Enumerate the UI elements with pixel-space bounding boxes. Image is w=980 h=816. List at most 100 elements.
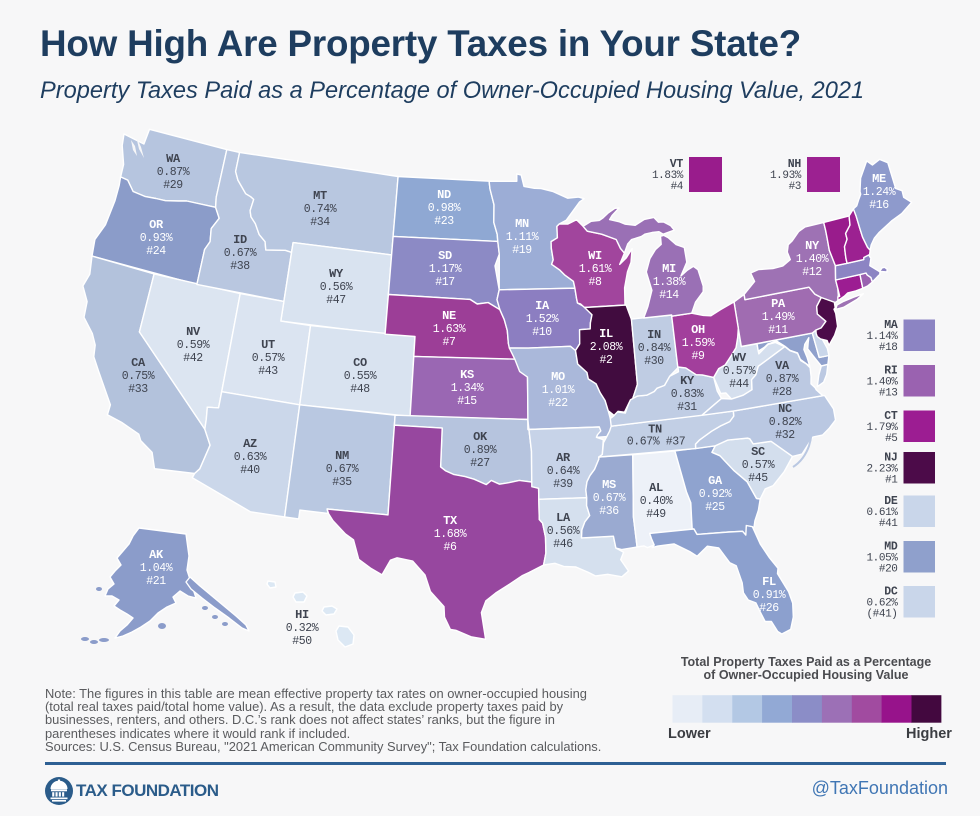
svg-text:0.91%: 0.91% xyxy=(753,589,786,602)
svg-text:#20: #20 xyxy=(879,563,898,575)
svg-text:WI: WI xyxy=(588,249,602,263)
svg-text:UT: UT xyxy=(261,338,275,352)
svg-text:1.59%: 1.59% xyxy=(682,337,715,350)
svg-text:2.23%: 2.23% xyxy=(866,463,898,475)
svg-text:1.83%: 1.83% xyxy=(652,170,684,182)
svg-text:NY: NY xyxy=(805,239,820,253)
svg-text:KS: KS xyxy=(460,368,474,382)
svg-text:1.61%: 1.61% xyxy=(579,263,612,276)
svg-text:1.34%: 1.34% xyxy=(451,382,484,395)
svg-text:#44: #44 xyxy=(729,378,749,391)
svg-text:#14: #14 xyxy=(659,289,679,302)
svg-text:0.57%: 0.57% xyxy=(742,459,775,472)
svg-text:#8: #8 xyxy=(588,276,602,289)
svg-text:#43: #43 xyxy=(258,365,278,378)
svg-text:0.74%: 0.74% xyxy=(304,203,337,216)
svg-text:1.38%: 1.38% xyxy=(653,276,686,289)
svg-text:#30: #30 xyxy=(644,355,664,368)
svg-text:#45: #45 xyxy=(748,472,768,485)
svg-text:#22: #22 xyxy=(548,397,568,410)
svg-text:TN: TN xyxy=(648,423,662,437)
svg-text:#33: #33 xyxy=(128,383,148,396)
svg-text:NH: NH xyxy=(788,158,802,171)
svg-text:#34: #34 xyxy=(310,216,330,229)
svg-text:#39: #39 xyxy=(553,478,573,491)
svg-text:NV: NV xyxy=(186,325,201,339)
svg-text:IA: IA xyxy=(535,299,550,313)
svg-text:0.63%: 0.63% xyxy=(234,451,267,464)
svg-text:#7: #7 xyxy=(442,336,455,349)
svg-text:IL: IL xyxy=(599,327,613,341)
svg-text:0.64%: 0.64% xyxy=(547,465,580,478)
svg-text:0.82%: 0.82% xyxy=(769,416,802,429)
svg-text:1.93%: 1.93% xyxy=(770,170,802,182)
svg-text:0.67%: 0.67% xyxy=(593,492,626,505)
svg-text:#18: #18 xyxy=(879,342,898,354)
svg-text:1.17%: 1.17% xyxy=(429,263,462,276)
svg-text:0.89%: 0.89% xyxy=(464,444,497,457)
svg-text:#48: #48 xyxy=(350,383,370,396)
svg-text:DC: DC xyxy=(884,585,898,598)
svg-text:#4: #4 xyxy=(671,181,684,193)
svg-text:#41: #41 xyxy=(879,518,898,530)
svg-text:MS: MS xyxy=(602,478,616,492)
svg-text:#9: #9 xyxy=(691,350,705,363)
svg-text:0.98%: 0.98% xyxy=(428,202,461,215)
svg-text:#31: #31 xyxy=(677,401,697,414)
svg-text:#46: #46 xyxy=(553,538,573,551)
svg-text:1.40%: 1.40% xyxy=(866,376,898,388)
svg-text:1.52%: 1.52% xyxy=(526,313,559,326)
svg-text:1.04%: 1.04% xyxy=(140,562,173,575)
svg-text:OK: OK xyxy=(473,430,488,444)
svg-text:0.87%: 0.87% xyxy=(157,166,190,179)
svg-text:0.57%: 0.57% xyxy=(723,365,756,378)
svg-text:0.75%: 0.75% xyxy=(122,370,155,383)
svg-text:NJ: NJ xyxy=(884,451,897,464)
svg-text:#50: #50 xyxy=(292,635,312,648)
svg-text:#15: #15 xyxy=(457,395,477,408)
svg-text:SC: SC xyxy=(751,445,765,459)
svg-text:ME: ME xyxy=(872,172,886,186)
svg-text:#13: #13 xyxy=(879,387,898,399)
svg-text:MT: MT xyxy=(313,189,327,203)
svg-text:#12: #12 xyxy=(802,266,822,279)
svg-text:1.79%: 1.79% xyxy=(866,422,898,434)
svg-text:#32: #32 xyxy=(775,429,795,442)
svg-text:#23: #23 xyxy=(434,215,454,228)
svg-text:0.84%: 0.84% xyxy=(638,342,671,355)
svg-text:NM: NM xyxy=(335,449,349,463)
svg-text:1.01%: 1.01% xyxy=(542,384,575,397)
svg-text:RI: RI xyxy=(884,364,898,377)
svg-text:SD: SD xyxy=(438,249,452,263)
svg-text:#47: #47 xyxy=(326,294,346,307)
svg-text:CA: CA xyxy=(131,356,146,370)
svg-text:0.67%: 0.67% xyxy=(224,247,257,260)
svg-text:FL: FL xyxy=(762,575,776,589)
svg-text:#27: #27 xyxy=(470,457,490,470)
svg-text:#38: #38 xyxy=(230,260,250,273)
svg-text:1.14%: 1.14% xyxy=(866,331,898,343)
svg-text:CO: CO xyxy=(353,356,367,370)
svg-text:VT: VT xyxy=(670,158,684,171)
svg-text:1.40%: 1.40% xyxy=(796,253,829,266)
svg-text:0.55%: 0.55% xyxy=(344,370,377,383)
svg-text:0.40%: 0.40% xyxy=(640,495,673,508)
svg-text:KY: KY xyxy=(680,374,695,388)
svg-text:MA: MA xyxy=(884,319,898,332)
svg-text:#24: #24 xyxy=(146,245,166,258)
svg-text:CT: CT xyxy=(884,410,898,423)
svg-text:1.68%: 1.68% xyxy=(434,528,467,541)
svg-text:#26: #26 xyxy=(759,602,779,615)
svg-text:2.08%: 2.08% xyxy=(590,341,623,354)
svg-text:TX: TX xyxy=(443,514,458,528)
svg-text:#40: #40 xyxy=(240,464,260,477)
svg-text:MD: MD xyxy=(884,540,898,553)
svg-text:AR: AR xyxy=(556,451,571,465)
svg-text:#17: #17 xyxy=(435,276,455,289)
svg-text:OH: OH xyxy=(691,323,705,337)
svg-text:#1: #1 xyxy=(885,474,898,486)
svg-text:MO: MO xyxy=(551,370,565,384)
svg-text:WV: WV xyxy=(732,351,747,365)
svg-text:NC: NC xyxy=(778,402,792,416)
svg-text:0.61%: 0.61% xyxy=(866,507,898,519)
